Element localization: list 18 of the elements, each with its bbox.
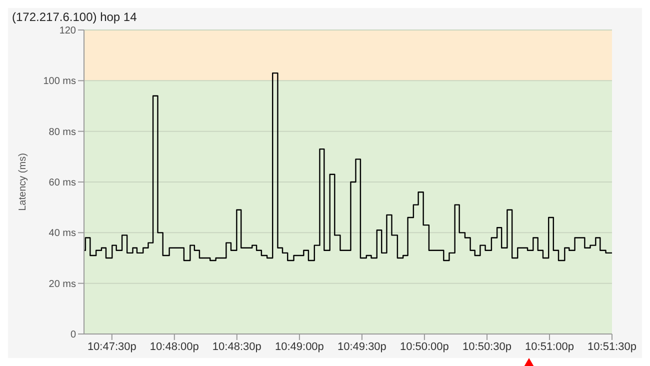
y-tick-label: 120 (59, 26, 76, 37)
x-tick-label: 10:50:00p (400, 340, 449, 353)
y-tick-label: 0 (70, 330, 76, 341)
y-tick-label: 40 ms (48, 228, 76, 240)
y-tick-label: 80 ms (48, 126, 76, 138)
y-tick-label: 60 ms (48, 178, 76, 189)
y-axis-title: Latency (ms) (18, 153, 29, 211)
x-tick-label: 10:48:00p (150, 340, 199, 353)
chart-title: (172.217.6.100) hop 14 (11, 9, 138, 26)
x-tick-label: 10:51:00p (525, 340, 574, 353)
x-tick-label: 10:50:30p (462, 340, 512, 353)
x-tick-label: 10:49:30p (337, 340, 386, 353)
x-tick-label: 10:48:30p (212, 340, 262, 353)
x-tick-label: 10:47:30p (87, 340, 136, 353)
y-tick-label: 100 ms (43, 76, 76, 88)
x-tick-label: 10:51:30p (588, 340, 636, 353)
y-tick-label: 20 ms (48, 278, 76, 290)
x-tick-label: 10:49:00p (274, 340, 324, 353)
